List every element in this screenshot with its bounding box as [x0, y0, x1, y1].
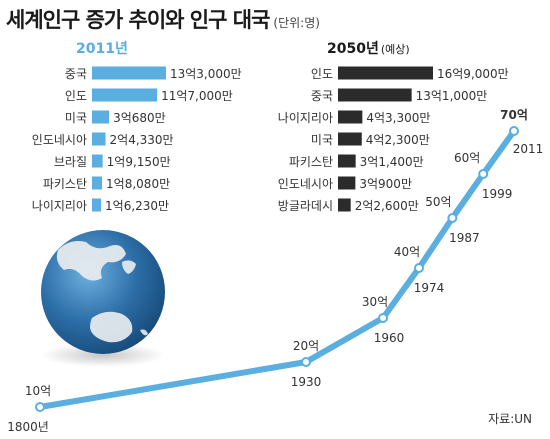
title-unit: (단위:명) — [273, 16, 320, 30]
bar-2011-value: 13억3,000만 — [170, 67, 242, 81]
bar-2011-label: 중국 — [65, 67, 87, 81]
bar-2050-value: 2억2,600만 — [355, 199, 419, 213]
bar-2050-value: 3억1,400만 — [360, 155, 424, 169]
bar-2050-bar — [338, 154, 356, 168]
page-title: 세계인구 증가 추이와 인구 대국 (단위:명) — [6, 8, 320, 32]
bar-2011-bar — [92, 66, 166, 80]
bar-2050-label: 방글라데시 — [278, 199, 333, 213]
bar-2011-label: 브라질 — [54, 155, 87, 169]
bar-2011-value: 11억7,000만 — [161, 89, 233, 103]
bar-2011-bar — [92, 88, 158, 102]
bar-2011-label: 인도 — [65, 89, 87, 103]
chart-title-2011: 2011년 — [76, 41, 128, 57]
population-label: 70억 — [500, 108, 528, 122]
bar-2011-bar — [92, 132, 106, 146]
bar-2050-value: 16억9,000만 — [437, 67, 509, 81]
data-point — [301, 357, 311, 367]
bar-2011-bar — [92, 176, 103, 190]
year-label: 1930 — [291, 375, 322, 389]
bar-2050-bar — [338, 198, 351, 212]
year-label: 2011 — [513, 142, 544, 156]
globe-illustration — [41, 230, 165, 367]
bar-2050-label: 미국 — [311, 133, 333, 147]
population-label: 30억 — [362, 295, 388, 309]
bar-2011-label: 파키스탄 — [43, 177, 87, 191]
bar-2050-label: 중국 — [311, 89, 333, 103]
bar-2050-bar — [338, 132, 362, 146]
bar-2050-value: 4억2,300만 — [366, 133, 430, 147]
data-point — [35, 402, 45, 412]
year-label: 1800년 — [7, 420, 49, 434]
population-label: 10억 — [25, 384, 51, 398]
bar-2050-bar — [338, 176, 356, 190]
data-point — [378, 313, 389, 323]
population-label: 50억 — [425, 195, 451, 209]
data-point — [413, 263, 424, 273]
data-point — [478, 169, 489, 179]
population-label: 60억 — [454, 151, 480, 165]
bar-2050-bar — [338, 66, 433, 80]
bar-2050-label: 인도 — [311, 67, 333, 81]
bar-2050-value: 3억900만 — [359, 177, 412, 191]
data-point — [509, 126, 519, 136]
chart-title-note: (예상) — [381, 43, 410, 56]
population-label: 40억 — [394, 245, 420, 259]
year-label: 1999 — [482, 187, 513, 201]
bar-2011-bar — [92, 154, 103, 168]
chart-title-2050: 2050년 (예상) — [327, 41, 410, 57]
bar-2011-value: 3억680만 — [113, 111, 166, 125]
bar-2011-value: 1억6,230만 — [105, 199, 169, 213]
bar-2050-bar — [338, 88, 412, 102]
bar-2050-label: 인도네시아 — [278, 177, 333, 191]
bar-2011-bar — [92, 110, 110, 124]
bar-2011-label: 인도네시아 — [32, 133, 87, 147]
year-label: 1974 — [414, 281, 445, 295]
bar-2011-value: 1억8,080만 — [106, 177, 170, 191]
bar-2011-bar — [92, 198, 102, 212]
year-label: 1960 — [374, 331, 405, 345]
bar-2050-value: 13억1,000만 — [416, 89, 488, 103]
year-label: 1987 — [449, 231, 480, 245]
bar-2050-bar — [338, 110, 363, 124]
population-line-chart: 10억 1800년 20억 1930 30억 1960 40억 1974 50억 1987 60억 1… — [7, 108, 543, 434]
bar-2011-value: 2억4,330만 — [110, 133, 174, 147]
population-label: 20억 — [293, 339, 319, 353]
bar-2050-label: 나이지리아 — [278, 111, 333, 125]
bar-2011-label: 미국 — [65, 111, 87, 125]
data-point — [447, 213, 458, 223]
bar-2011-label: 나이지리아 — [32, 199, 87, 213]
bar-2011-value: 1억9,150만 — [107, 155, 171, 169]
source-note: 자료:UN — [488, 412, 532, 426]
bar-2050-value: 4억3,300만 — [366, 111, 430, 125]
bar-2050-label: 파키스탄 — [289, 155, 333, 169]
